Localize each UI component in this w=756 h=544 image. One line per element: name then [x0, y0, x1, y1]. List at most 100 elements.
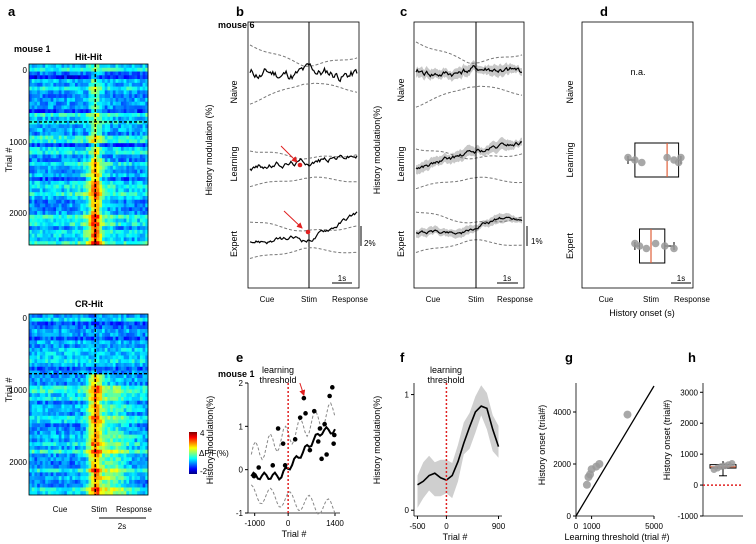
- panel-a-mouse: mouse 1: [14, 44, 51, 54]
- mean-trace-learning: [415, 141, 523, 170]
- panel-c-xlabel-cue: Cue: [426, 295, 441, 304]
- panel-e-ytick-label: 0: [239, 466, 244, 475]
- panel-g-xtick-label: 1000: [583, 522, 601, 531]
- onset-point-learning: [677, 153, 685, 162]
- trial-point: [332, 432, 337, 438]
- trial-point: [256, 465, 262, 470]
- panel-g-xlabel: Learning threshold (trial #): [564, 532, 669, 542]
- mouse-point: [582, 480, 591, 489]
- heatmap-top-ylabel: Trial #: [4, 148, 14, 173]
- panel-d-row-expert: Expert: [565, 232, 575, 259]
- panel-d-frame: [581, 21, 694, 289]
- trial-point: [307, 447, 313, 453]
- trial-point: [270, 463, 276, 468]
- shuffle-lower-naive: [249, 82, 358, 105]
- panel-e-xlabel: Trial #: [282, 529, 307, 539]
- mean-trace-naive: [249, 62, 358, 83]
- onset-point-expert: [661, 242, 669, 250]
- panel-b-onset-learning: [297, 162, 303, 168]
- panel-b-xlabel-response: Response: [332, 295, 369, 304]
- heatmap-top: [28, 63, 149, 246]
- mean-trace: [417, 405, 500, 486]
- onset-point-expert: [642, 244, 651, 253]
- panel-b-xlabel-cue: Cue: [260, 295, 275, 304]
- panel-h-axes: [702, 383, 743, 517]
- colorbar: [189, 432, 197, 474]
- heatmap-bottom-ylabel: Trial #: [4, 378, 14, 403]
- panel-d-xlabel-stim: Stim: [643, 295, 659, 304]
- mean-trace-learning: [249, 154, 358, 172]
- shuffle-lower: [250, 484, 336, 515]
- panel-a-scalebar-label: 2s: [118, 522, 126, 531]
- shuffle-upper-naive: [249, 44, 358, 67]
- shuffle-upper-naive: [415, 41, 523, 64]
- panel-h-ytick-label: 0: [694, 481, 699, 490]
- onset-arrow: [299, 382, 306, 397]
- panel-h-ytick-label: 1000: [680, 450, 698, 459]
- panel-c-traces: [415, 41, 523, 253]
- panel-g-ytick-label: 2000: [553, 460, 571, 469]
- panel-b-label: b: [236, 4, 244, 19]
- onset-point-expert: [635, 242, 644, 250]
- panel-e-ytick-label: 1: [239, 422, 244, 431]
- heatmap-bottom-title: CR-Hit: [75, 299, 103, 309]
- shuffle-upper-expert: [249, 221, 358, 232]
- heatmap-bottom-ytick-0: 0: [23, 314, 28, 323]
- panel-e-xtick-label: -1000: [244, 519, 265, 528]
- panel-d-scale-x-label: 1s: [677, 274, 685, 283]
- panel-b-arrow-learning: [280, 145, 298, 163]
- mean-trace-naive: [415, 64, 523, 78]
- panel-e-mouse: mouse 1: [218, 369, 255, 379]
- trial-point: [330, 385, 335, 390]
- trial-point: [319, 456, 324, 462]
- panel-b-scale-y-label: 2%: [364, 239, 376, 248]
- panel-e-marks: 2 1 0 -1-1000 0 1400: [236, 379, 345, 528]
- onset-point-learning: [624, 153, 632, 162]
- unity-line: [575, 385, 655, 517]
- sem-band-expert: [416, 212, 522, 239]
- panel-e-ylabel: History modulation(%): [205, 396, 215, 485]
- panel-b-frame: [247, 21, 360, 289]
- panel-b-arrow-expert: [283, 210, 303, 229]
- panel-f-annotation: learning threshold: [427, 365, 464, 385]
- sem-band: [417, 385, 499, 508]
- panel-f-xtick-label: 0: [444, 522, 449, 531]
- trial-point: [251, 473, 257, 479]
- panel-c-frame: [413, 21, 525, 289]
- panel-e-ytick-label: -1: [236, 509, 244, 518]
- panel-f-ylabel: History modulation(%): [372, 396, 382, 485]
- panel-b-onset-expert: [305, 229, 311, 235]
- panel-f-marks: 1 0 -500 0 900: [405, 383, 506, 531]
- trial-point: [327, 393, 332, 399]
- panel-d-marks: [624, 142, 685, 264]
- panel-d-na: n.a.: [630, 67, 645, 77]
- panel-b-xlabel-stim: Stim: [301, 295, 317, 304]
- colorbar-min: -2: [200, 467, 208, 476]
- panel-f-xtick-label: 900: [492, 522, 506, 531]
- trial-point: [275, 426, 281, 431]
- panel-h-ytick-label: -1000: [678, 512, 699, 521]
- panel-a-xlabel-cue: Cue: [53, 505, 68, 514]
- panel-g-label: g: [565, 350, 573, 365]
- panel-e-annotation: learning threshold: [259, 365, 296, 385]
- heatmap-top-title: Hit-Hit: [75, 52, 102, 62]
- panel-d-xlabel-response: Response: [674, 295, 711, 304]
- panel-f-ytick-label: 1: [405, 391, 410, 400]
- panel-f-xlabel: Trial #: [443, 532, 468, 542]
- panel-g-axes: [575, 383, 654, 517]
- panel-c-row-learning: Learning: [396, 146, 406, 181]
- panel-e-xtick-label: 0: [286, 519, 291, 528]
- panel-d-row-learning: Learning: [565, 142, 575, 177]
- trial-point: [292, 437, 298, 442]
- panel-b-traces: [249, 44, 358, 259]
- panel-f-xtick-label: -500: [409, 522, 426, 531]
- shuffle-upper-learning: [415, 148, 523, 160]
- heatmap-top-ytick-2: 2000: [9, 209, 27, 218]
- heatmap-top-ytick-0: 0: [23, 66, 28, 75]
- panel-c-xlabel-stim: Stim: [468, 295, 484, 304]
- trial-point: [331, 441, 336, 446]
- panel-a-xlabel-response: Response: [116, 505, 153, 514]
- trial-point: [280, 441, 286, 446]
- panel-c-label: c: [400, 4, 407, 19]
- panel-f-axes: [413, 383, 502, 517]
